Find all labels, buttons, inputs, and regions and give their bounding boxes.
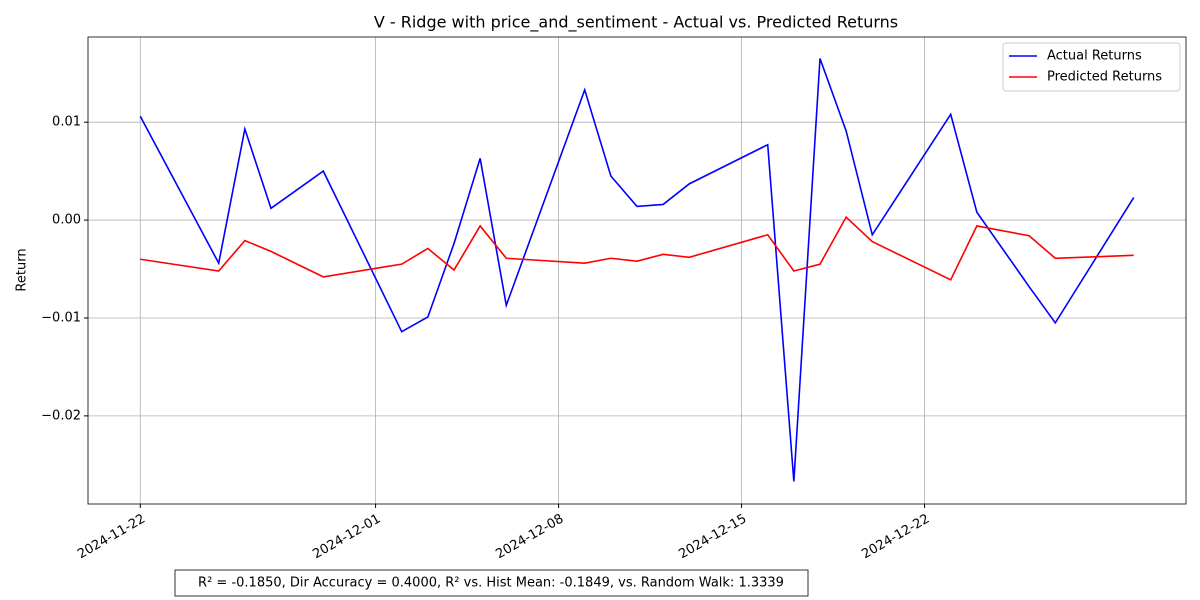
annotation-box	[174, 569, 809, 597]
data-line	[140, 215, 1134, 281]
data-line	[139, 58, 1135, 482]
y-tick-label: −0.01	[41, 310, 81, 325]
x-tick-label: 2024-11-22	[75, 512, 148, 563]
x-tick-label: 2024-12-22	[859, 512, 932, 563]
x-tick-label: 2024-12-01	[310, 512, 383, 563]
legend-label: Predicted Returns	[1047, 70, 1162, 85]
x-tick-label: 2024-12-08	[493, 512, 566, 563]
y-axis-label: Return	[15, 248, 30, 291]
x-tick-label: 2024-12-15	[676, 512, 749, 563]
chart-title: V - Ridge with price_and_sentiment - Act…	[374, 13, 898, 33]
annotation: R² = -0.1850, Dir Accuracy = 0.4000, R² …	[198, 576, 784, 591]
legend-box	[1002, 42, 1181, 92]
plot-frame	[87, 36, 1187, 505]
y-tick-label: 0.00	[52, 213, 81, 228]
legend-label: Actual Returns	[1047, 49, 1142, 64]
y-tick-label: −0.02	[41, 408, 81, 423]
y-tick-label: 0.01	[52, 115, 81, 130]
legend: Actual Returns Predicted Returns	[1002, 42, 1181, 92]
